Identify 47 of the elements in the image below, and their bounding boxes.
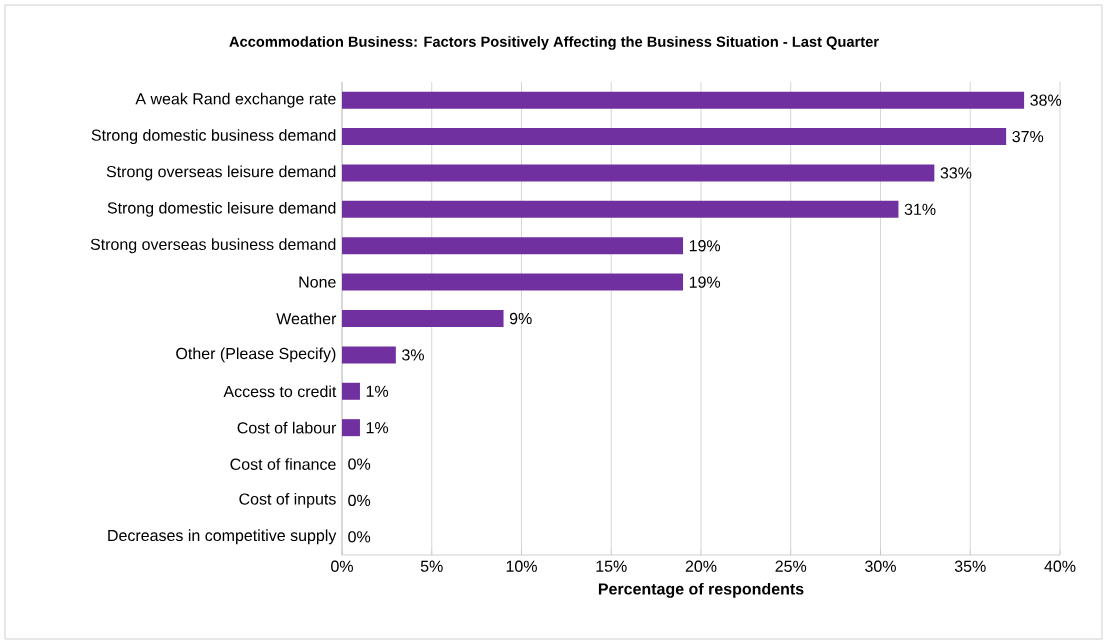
bar (342, 91, 1025, 109)
bar (342, 164, 935, 182)
x-tick-label: 10% (506, 560, 537, 572)
data-label: 19% (689, 276, 721, 288)
bar (342, 310, 504, 328)
y-tick-label: A weak Rand exchange rate (135, 92, 336, 108)
y-tick-label: Other (Please Specify) (176, 347, 336, 363)
x-tick-label: 35% (954, 560, 986, 572)
bar (342, 273, 684, 291)
x-axis-title: Percentage of respondents (598, 582, 804, 598)
chart-title: Accommodation Business: Factors Positively Affecting the Business Situation - Last Quarter (229, 36, 879, 50)
x-tick-label: 0% (331, 560, 353, 572)
y-tick-label: Weather (276, 312, 337, 325)
data-label: 19% (689, 240, 721, 252)
y-tick-label: Strong domestic leisure demand (107, 201, 336, 217)
y-tick-label: Access to credit (223, 385, 337, 398)
data-label: 1% (366, 422, 389, 434)
bar (342, 346, 396, 364)
x-tick-label: 30% (865, 560, 896, 572)
y-tick-label: Cost of finance (230, 458, 336, 470)
data-label: 1% (366, 385, 389, 397)
bar (342, 237, 684, 255)
y-tick-label: Cost of inputs (239, 492, 336, 508)
data-label: 0% (348, 494, 371, 507)
y-tick-label: Strong overseas business demand (90, 238, 336, 254)
bar (342, 200, 899, 218)
x-tick-label: 25% (775, 560, 807, 572)
data-label: 9% (509, 312, 532, 325)
x-tick-label: 5% (420, 560, 443, 572)
y-tick-label: Cost of labour (237, 421, 337, 434)
data-label: 3% (402, 349, 424, 361)
y-tick-label: None (299, 276, 336, 288)
bar (342, 419, 360, 437)
data-label: 0% (348, 531, 371, 543)
x-tick-label: 20% (685, 560, 717, 572)
y-tick-label: Strong overseas leisure demand (106, 165, 336, 181)
data-label: 33% (940, 167, 972, 179)
bar (342, 128, 1007, 146)
data-label: 0% (348, 458, 371, 470)
data-label: 37% (1012, 130, 1044, 143)
x-tick-label: 15% (596, 560, 627, 572)
y-tick-label: Decreases in competitive supply (108, 529, 337, 545)
x-tick-label: 40% (1044, 560, 1076, 572)
data-label: 38% (1030, 94, 1062, 106)
data-label: 31% (904, 203, 936, 216)
y-tick-label: Strong domestic business demand (91, 129, 336, 145)
bar (342, 382, 360, 400)
